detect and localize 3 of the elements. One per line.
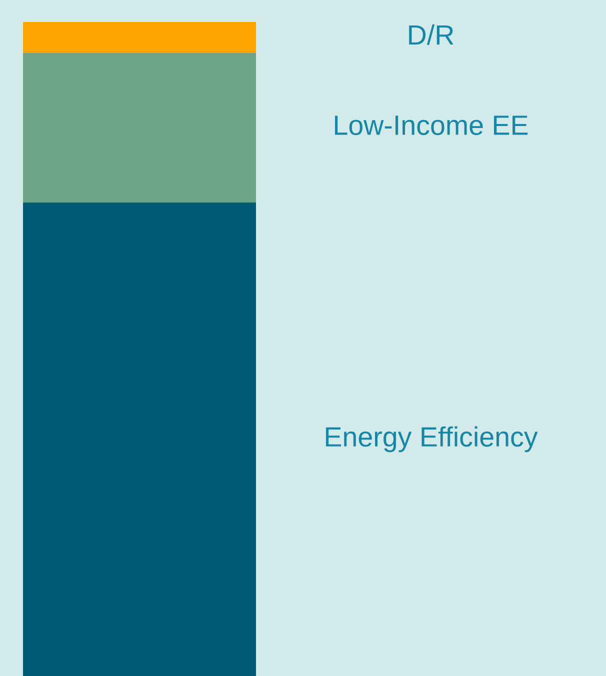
text: Low-Income EE [334, 116, 528, 136]
text: D/R [409, 24, 454, 45]
text: Energy Efficiency [326, 426, 538, 452]
